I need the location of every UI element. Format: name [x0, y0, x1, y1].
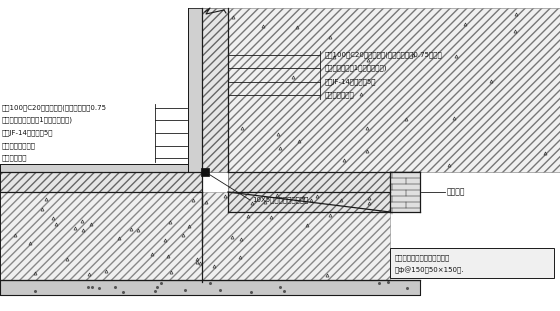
Text: 喷射100厚C20细骨料石砼(掺占水泥用量0.75的聚系: 喷射100厚C20细骨料石砼(掺占水泥用量0.75的聚系	[325, 52, 443, 58]
Text: 10X5遇水膨胀橡胶止水带: 10X5遇水膨胀橡胶止水带	[252, 197, 309, 203]
Text: 喷涂JF-14弹性水泥5厚: 喷涂JF-14弹性水泥5厚	[325, 79, 376, 85]
Bar	[188, 8, 202, 172]
Text: 永久砖墙: 永久砖墙	[447, 188, 465, 197]
Bar	[201, 168, 209, 176]
Polygon shape	[228, 8, 560, 172]
Text: 素混凝土垫层: 素混凝土垫层	[2, 155, 27, 161]
Text: 减水剂、聚纤维1公斤／立方米): 减水剂、聚纤维1公斤／立方米)	[325, 65, 388, 71]
Bar	[390, 248, 554, 278]
Polygon shape	[0, 192, 390, 280]
Text: 间ф@150（50×150）.: 间ф@150（50×150）.	[395, 266, 464, 274]
Text: 说明：喷射混合砼设有配钢筋: 说明：喷射混合砼设有配钢筋	[395, 255, 450, 261]
Polygon shape	[202, 8, 228, 172]
Text: 防水混凝土墙板: 防水混凝土墙板	[325, 92, 354, 98]
Text: 喷射100厚C20细骨料石砼(掺占水泥用量0.75: 喷射100厚C20细骨料石砼(掺占水泥用量0.75	[2, 105, 107, 111]
Bar	[0, 164, 188, 172]
Text: 喷涂JF-14弹性水泥5厚: 喷涂JF-14弹性水泥5厚	[2, 130, 54, 136]
Polygon shape	[228, 172, 390, 192]
Polygon shape	[228, 192, 390, 212]
Bar	[0, 280, 420, 295]
Text: 喷系减水剂、聚纤维1公斤／立方米): 喷系减水剂、聚纤维1公斤／立方米)	[2, 117, 73, 123]
Text: 白皮水泥混土基层: 白皮水泥混土基层	[2, 143, 36, 149]
Bar	[390, 172, 420, 212]
Polygon shape	[0, 172, 202, 192]
